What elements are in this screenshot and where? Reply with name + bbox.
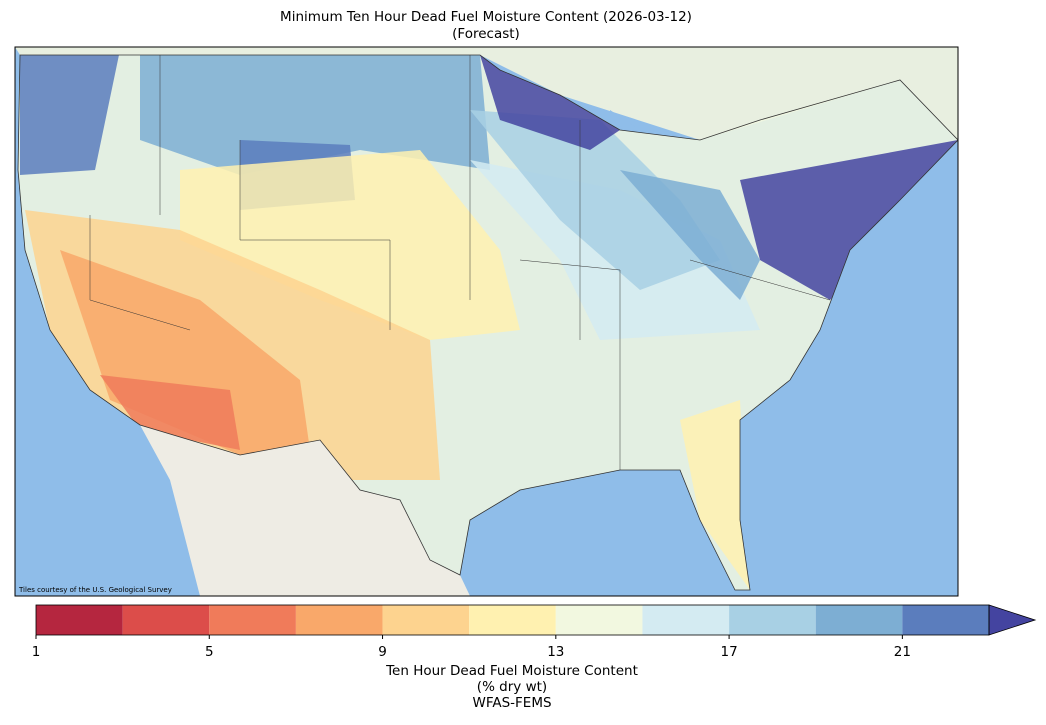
state-border [519, 259, 621, 470]
colorbar-bin [209, 605, 296, 635]
state-border [239, 140, 391, 330]
tick-label: 17 [720, 644, 737, 660]
colorbar-bin [902, 605, 989, 635]
colorbar-bin [642, 605, 730, 635]
colorbar-label: (% dry wt) [477, 679, 547, 695]
moisture-field [20, 55, 120, 175]
colorbar-bin [295, 605, 383, 635]
tick-label: 1 [32, 644, 41, 660]
title-line: (Forecast) [452, 26, 520, 42]
attribution: Tiles courtesy of the U.S. Geological Su… [18, 586, 172, 594]
tick-label: 13 [547, 644, 564, 660]
colorbar: 1 5 9 13 17 21 [32, 604, 1037, 660]
title-line: Minimum Ten Hour Dead Fuel Moisture Cont… [280, 9, 692, 25]
state-border [689, 259, 831, 301]
tick-label: 5 [205, 644, 214, 660]
colorbar-frame [35, 604, 990, 636]
us-fields [18, 55, 958, 590]
moisture-field [470, 110, 720, 290]
moisture-field [740, 140, 958, 300]
mexico [140, 425, 470, 596]
colorbar-bin [729, 605, 816, 635]
us-outline [17, 54, 958, 591]
colorbar-bin [122, 605, 210, 635]
canada [15, 47, 958, 140]
colorbar-bin [382, 605, 470, 635]
colorbar-label: Ten Hour Dead Fuel Moisture Content [385, 663, 638, 679]
moisture-field [680, 400, 750, 590]
moisture-field [180, 150, 520, 340]
moisture-field [480, 55, 620, 150]
moisture-field [620, 170, 760, 300]
colorbar-bin [555, 605, 643, 635]
colorbar-bin [469, 605, 556, 635]
tick-label: 21 [894, 644, 911, 660]
colorbar-extend [988, 604, 1037, 636]
moisture-field [100, 375, 240, 450]
map-frame [14, 46, 959, 597]
colorbar-bin [815, 605, 903, 635]
map: Tiles courtesy of the U.S. Geological Su… [15, 47, 958, 596]
tick-label: 9 [378, 644, 387, 660]
state-border [89, 215, 191, 331]
moisture-field [140, 55, 490, 175]
colorbar-label: WFAS-FEMS [472, 695, 551, 711]
colorbar-bin [36, 605, 123, 635]
